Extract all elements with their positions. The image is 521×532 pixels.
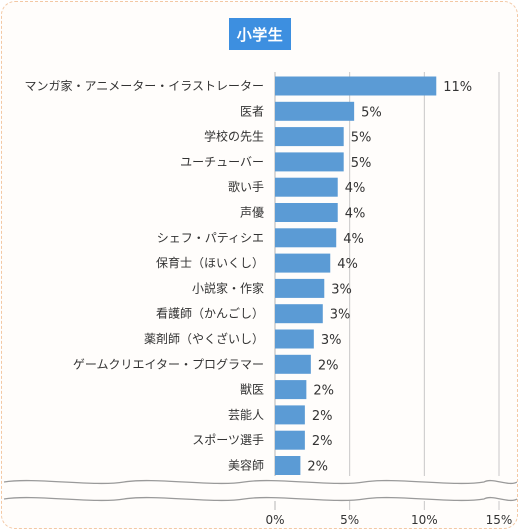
value-label-0: 11% [443, 80, 472, 95]
value-label-8: 3% [331, 282, 352, 297]
bar-1 [275, 101, 355, 121]
value-label-2: 5% [351, 131, 372, 146]
value-label-5: 4% [345, 207, 366, 222]
value-label-11: 2% [318, 358, 339, 373]
value-label-1: 5% [361, 105, 382, 120]
x-tick-label-2: 10% [411, 513, 438, 527]
category-label-5: 声優 [240, 206, 264, 220]
x-tick-label-0: 0% [265, 513, 284, 527]
bar-11 [275, 354, 311, 374]
category-label-6: シェフ・パティシエ [157, 231, 264, 245]
category-label-4: 歌い手 [228, 179, 264, 194]
x-tick-labels: 0% 5% 10% 15% [265, 513, 512, 527]
bar-7 [275, 253, 331, 273]
bars [275, 76, 437, 475]
category-label-15: 美容師 [228, 458, 264, 473]
chart-title: 小学生 [229, 18, 291, 50]
x-tick-label-1: 5% [340, 513, 359, 527]
value-label-3: 5% [351, 156, 372, 171]
category-labels: マンガ家・アニメーター・イラストレーター医者学校の先生ユーチューバー歌い手声優シ… [24, 78, 264, 473]
category-label-2: 学校の先生 [204, 129, 264, 144]
value-label-10: 3% [321, 333, 342, 348]
category-label-1: 医者 [240, 104, 264, 118]
value-labels: 11% 5% 5% 5% 4% 4% 4% 4% 3% 3% 3% 2% 2% 2% 2% 2% [307, 80, 472, 475]
bar-5 [275, 203, 338, 222]
value-label-14: 2% [312, 434, 333, 449]
bar-14 [275, 430, 305, 450]
value-label-7: 4% [337, 257, 358, 272]
value-label-6: 4% [343, 232, 364, 247]
category-label-3: ユーチューバー [180, 155, 264, 169]
value-label-13: 2% [312, 409, 333, 424]
category-label-12: 獣医 [240, 383, 264, 397]
category-label-9: 看護師（かんごし） [156, 306, 264, 321]
value-label-4: 4% [345, 181, 366, 196]
bar-10 [275, 329, 314, 349]
bar-12 [275, 380, 307, 400]
category-label-13: 芸能人 [228, 408, 264, 422]
category-label-10: 薬剤師（やくざいし） [144, 331, 264, 346]
bar-15 [275, 456, 301, 475]
bar-8 [275, 278, 325, 298]
category-label-7: 保育士（ほいくし） [156, 255, 264, 270]
bar-9 [275, 304, 323, 324]
value-label-15: 2% [307, 460, 328, 475]
x-tick-label-3: 15% [486, 513, 513, 527]
bar-6 [275, 228, 337, 248]
bar-3 [275, 152, 344, 172]
bar-0 [275, 76, 437, 96]
category-label-11: ゲームクリエイター・プログラマー [73, 357, 264, 371]
value-label-12: 2% [313, 384, 334, 399]
bar-2 [275, 127, 344, 147]
bar-13 [275, 405, 305, 425]
category-label-14: スポーツ選手 [192, 433, 264, 447]
category-label-0: マンガ家・アニメーター・イラストレーター [24, 78, 264, 93]
axis-break-top-line [3, 479, 517, 485]
value-label-9: 3% [330, 308, 351, 323]
category-label-8: 小説家・作家 [192, 280, 264, 295]
axis-break [3, 476, 517, 510]
axis-break-bottom-line [3, 496, 517, 502]
bar-4 [275, 177, 338, 197]
